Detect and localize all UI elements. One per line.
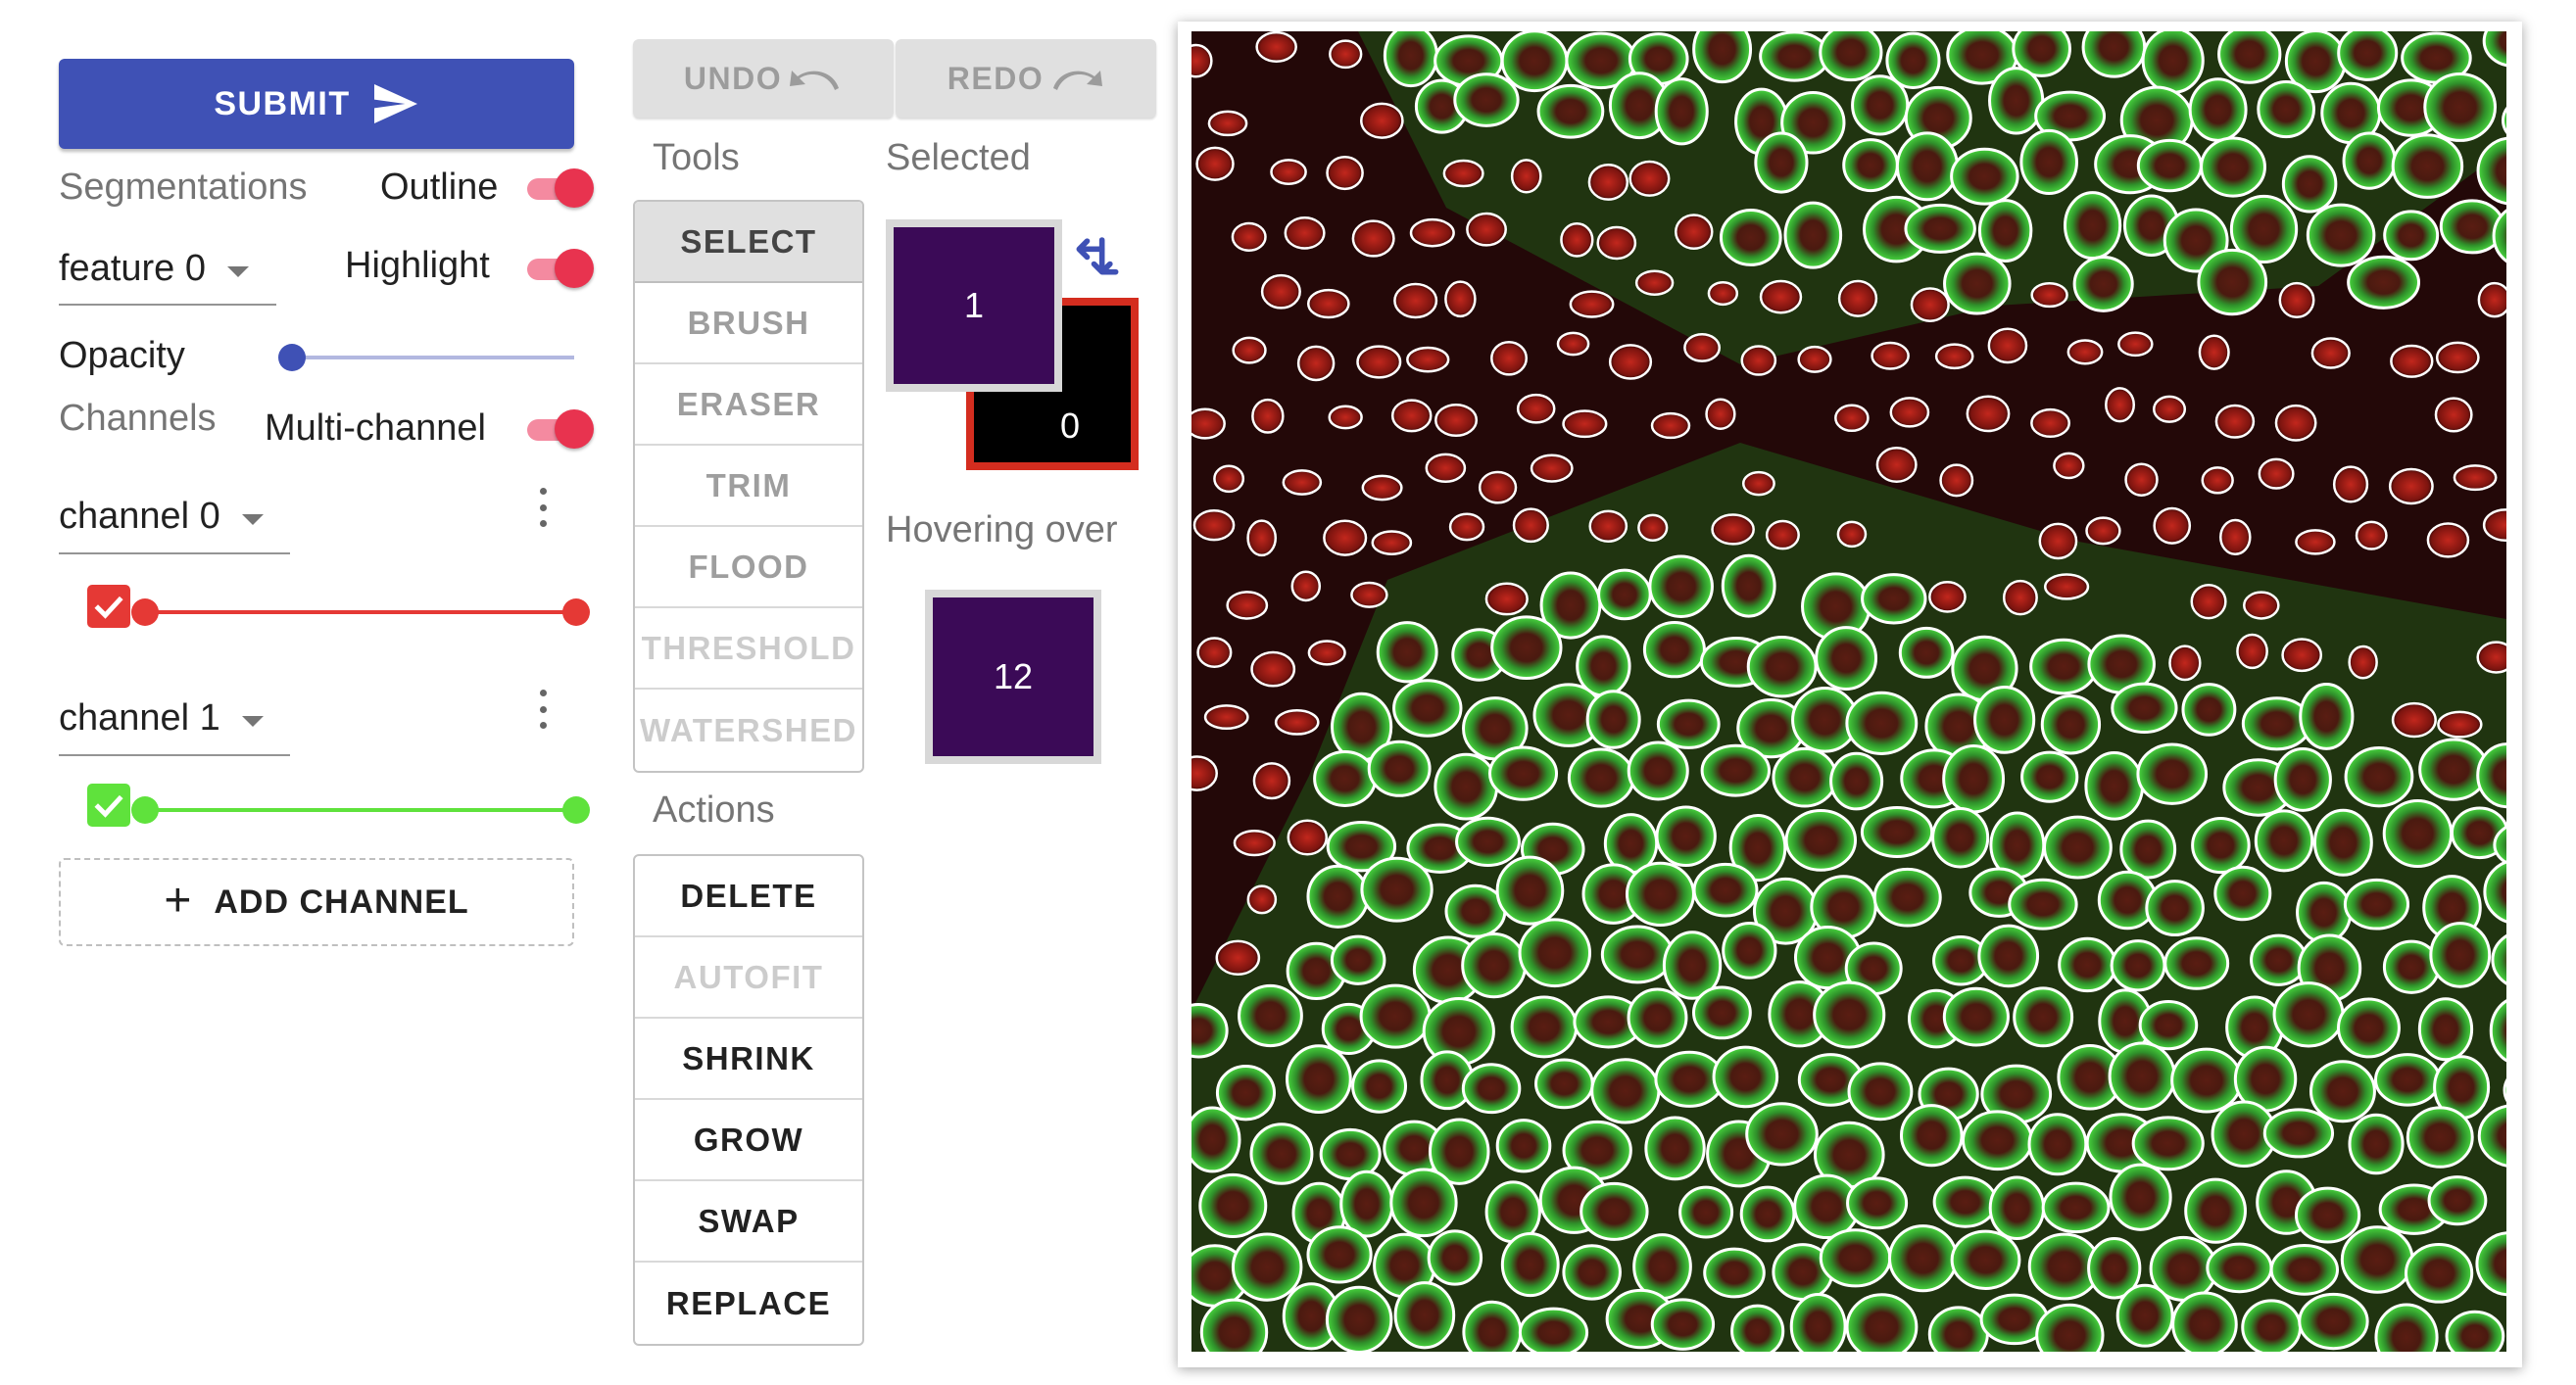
- channel-range-track[interactable]: [145, 808, 576, 812]
- highlight-toggle[interactable]: [521, 249, 594, 288]
- undo-icon: [790, 71, 840, 90]
- action-delete-button[interactable]: DELETE: [635, 856, 862, 937]
- channel-range-max-thumb[interactable]: [562, 796, 590, 824]
- check-icon: [94, 596, 123, 619]
- caret-down-icon: [241, 513, 264, 525]
- feature-select-value: feature 0: [59, 247, 206, 289]
- tool-trim-button[interactable]: TRIM: [635, 446, 862, 527]
- submit-label: SUBMIT: [214, 84, 351, 122]
- tool-eraser-button[interactable]: ERASER: [635, 364, 862, 446]
- multichannel-toggle[interactable]: [521, 409, 594, 449]
- action-replace-button[interactable]: REPLACE: [665, 1284, 832, 1321]
- opacity-slider-thumb[interactable]: [278, 344, 306, 371]
- channel-options-icon[interactable]: [537, 488, 549, 527]
- submit-button[interactable]: SUBMIT: [59, 59, 574, 149]
- canvas-frame: [1178, 22, 2522, 1367]
- tool-select-button[interactable]: SELECT: [635, 202, 862, 283]
- channel-range-min-thumb[interactable]: [131, 796, 159, 824]
- outline-label: Outline: [380, 167, 499, 208]
- channel-select-value: channel 0: [59, 495, 220, 537]
- caret-down-icon: [227, 265, 249, 277]
- opacity-slider-track[interactable]: [292, 356, 574, 359]
- check-icon: [94, 794, 123, 818]
- segmentation-canvas[interactable]: [1191, 31, 2506, 1352]
- tool-flood-button[interactable]: FLOOD: [635, 527, 862, 608]
- tool-threshold-button[interactable]: THRESHOLD: [635, 608, 862, 690]
- background-label-value: 0: [1059, 406, 1081, 446]
- selected-heading: Selected: [886, 137, 1031, 178]
- hovering-heading: Hovering over: [886, 509, 1118, 550]
- send-icon: [373, 84, 417, 123]
- action-autofit-button[interactable]: AUTOFIT: [635, 937, 862, 1019]
- highlight-label: Highlight: [345, 245, 490, 286]
- outline-toggle[interactable]: [521, 168, 594, 208]
- tool-brush-button[interactable]: BRUSH: [635, 283, 862, 364]
- channel-select[interactable]: channel 0: [59, 488, 290, 554]
- channels-heading: Channels: [59, 398, 217, 439]
- cell-segmentations: [1191, 31, 2506, 1352]
- multichannel-label: Multi-channel: [265, 407, 486, 449]
- redo-icon: [1053, 71, 1103, 90]
- action-shrink-button[interactable]: SHRINK: [635, 1019, 862, 1100]
- feature-select[interactable]: feature 0: [59, 241, 276, 306]
- channel-range-min-thumb[interactable]: [131, 598, 159, 626]
- hovering-label-value: 12: [993, 656, 1034, 696]
- plus-icon: +: [164, 874, 193, 927]
- tools-heading: Tools: [653, 137, 740, 178]
- tool-watershed-button[interactable]: WATERSHED: [640, 711, 857, 748]
- multichannel-toggle-thumb: [555, 409, 594, 449]
- opacity-label: Opacity: [59, 335, 185, 376]
- channel-range-max-thumb[interactable]: [562, 598, 590, 626]
- action-grow-button[interactable]: GROW: [635, 1100, 862, 1181]
- channel-visible-checkbox[interactable]: [87, 784, 130, 827]
- undo-label: UNDO: [683, 60, 783, 96]
- action-swap-button[interactable]: SWAP: [635, 1181, 862, 1263]
- hovering-label-swatch: 12: [925, 590, 1101, 764]
- segmentations-heading: Segmentations: [59, 167, 308, 208]
- foreground-label-swatch[interactable]: 1: [886, 219, 1062, 392]
- channel-select[interactable]: channel 1: [59, 690, 290, 756]
- channel-select-value: channel 1: [59, 696, 220, 739]
- actions-heading: Actions: [653, 789, 775, 831]
- channel-options-icon[interactable]: [537, 690, 549, 729]
- actions-button-group: DELETE AUTOFIT SHRINK GROW SWAP REPLACE: [633, 854, 864, 1346]
- highlight-toggle-thumb: [555, 249, 594, 288]
- tools-button-group: SELECT BRUSH ERASER TRIM FLOOD THRESHOLD…: [633, 200, 864, 773]
- redo-button[interactable]: REDO: [896, 39, 1156, 118]
- channel-visible-checkbox[interactable]: [87, 585, 130, 628]
- redo-label: REDO: [947, 60, 1045, 96]
- caret-down-icon: [241, 715, 264, 727]
- channel-range-track[interactable]: [145, 610, 576, 614]
- swap-arrows-icon[interactable]: [1070, 233, 1125, 288]
- undo-button[interactable]: UNDO: [633, 39, 894, 118]
- outline-toggle-thumb: [555, 168, 594, 208]
- add-channel-label: ADD CHANNEL: [214, 883, 469, 921]
- foreground-label-value: 1: [963, 285, 985, 325]
- add-channel-button[interactable]: + ADD CHANNEL: [59, 858, 574, 946]
